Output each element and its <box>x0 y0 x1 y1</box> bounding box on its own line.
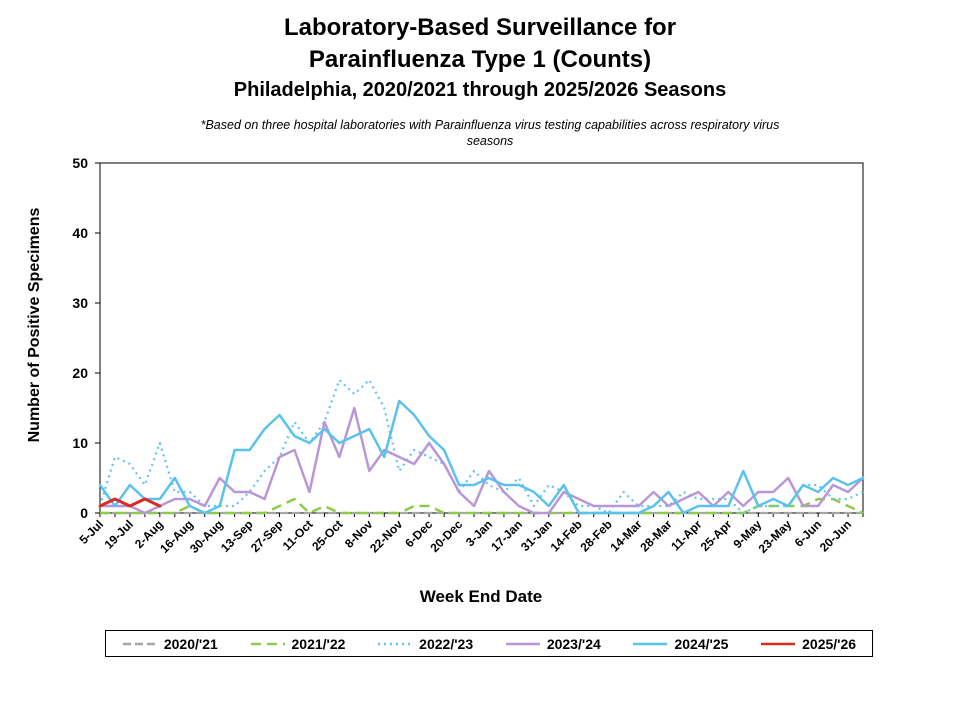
x-tick-label: 11-Apr <box>668 517 705 554</box>
series-line <box>100 497 864 515</box>
y-tick-label: 0 <box>80 505 88 521</box>
legend-label: 2021/'22 <box>291 635 346 652</box>
legend-swatch <box>505 642 540 645</box>
legend-item: 2023/'24 <box>505 636 601 652</box>
x-tick-label: 20-Dec <box>427 517 465 555</box>
x-tick-label: 27-Sep <box>248 517 286 555</box>
x-tick-label: 17-Jan <box>488 517 525 554</box>
chart-title-line2: Parainfluenza Type 1 (Counts) <box>308 46 652 73</box>
legend-swatch <box>761 642 796 645</box>
y-axis-label-box: Number of Positive Specimens <box>20 160 50 490</box>
legend-swatch <box>633 642 668 645</box>
legend-item: 2022/'23 <box>377 636 473 652</box>
legend-swatch <box>250 642 285 645</box>
legend-swatch <box>122 642 157 645</box>
y-tick-label: 40 <box>72 225 88 241</box>
y-tick-label: 10 <box>72 435 88 451</box>
legend: 2020/'21 2021/'22 2022/'23 2023/'24 2024/'25… <box>105 630 873 657</box>
x-tick-label: 22-Nov <box>367 517 405 555</box>
legend-item: 2025/'26 <box>760 636 856 652</box>
legend-item: 2021/'22 <box>250 635 346 652</box>
x-tick-label: 31-Jan <box>518 517 555 554</box>
chart-title-line1: Laboratory-Based Surveillance for <box>283 14 677 41</box>
legend-item: 2020/'21 <box>122 636 218 652</box>
x-axis-label: Week End Date <box>419 587 543 606</box>
footnote-line2: seasons <box>466 134 514 148</box>
x-tick-label: 11-Oct <box>280 517 316 553</box>
footnote-line1: *Based on three hospital laboratories wi… <box>200 118 780 132</box>
legend-label: 2025/'26 <box>802 635 857 652</box>
x-tick-label: 13-Sep <box>218 517 256 555</box>
y-tick-label: 20 <box>72 365 88 381</box>
legend-swatch <box>378 642 413 645</box>
x-tick-label: 19-Jul <box>102 517 136 551</box>
legend-item: 2024/'25 <box>632 636 728 652</box>
legend-label: 2022/'23 <box>419 635 474 652</box>
series-line <box>98 399 865 515</box>
x-tick-label: 28-Mar <box>637 517 674 554</box>
x-tick-label: 25-Apr <box>698 517 735 554</box>
series-line <box>98 497 162 508</box>
x-tick-label: 14-Feb <box>548 517 585 554</box>
x-tick-label: 20-Jun <box>817 517 854 554</box>
plot-area-frame <box>99 162 864 514</box>
legend-label: 2020/'21 <box>163 635 218 652</box>
y-axis-label: Number of Positive Specimens <box>26 207 43 443</box>
legend-label: 2023/'24 <box>546 635 601 652</box>
y-tick-label: 30 <box>72 295 88 311</box>
x-tick-label: 30-Aug <box>187 517 226 556</box>
legend-label: 2024/'25 <box>674 635 729 652</box>
chart-subtitle: Philadelphia, 2020/2021 through 2025/202… <box>233 79 727 101</box>
x-tick-label: 14-Mar <box>607 517 644 554</box>
x-tick-label: 23-May <box>756 517 795 556</box>
series-line <box>98 378 864 515</box>
x-tick-label: 28-Feb <box>578 517 615 554</box>
y-tick-label: 50 <box>72 155 88 171</box>
x-tick-label: 25-Oct <box>309 517 345 553</box>
series-line <box>98 406 865 515</box>
